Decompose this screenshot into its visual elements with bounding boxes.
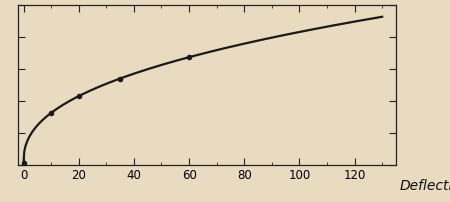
Text: Deflection: Deflection [400,178,450,192]
